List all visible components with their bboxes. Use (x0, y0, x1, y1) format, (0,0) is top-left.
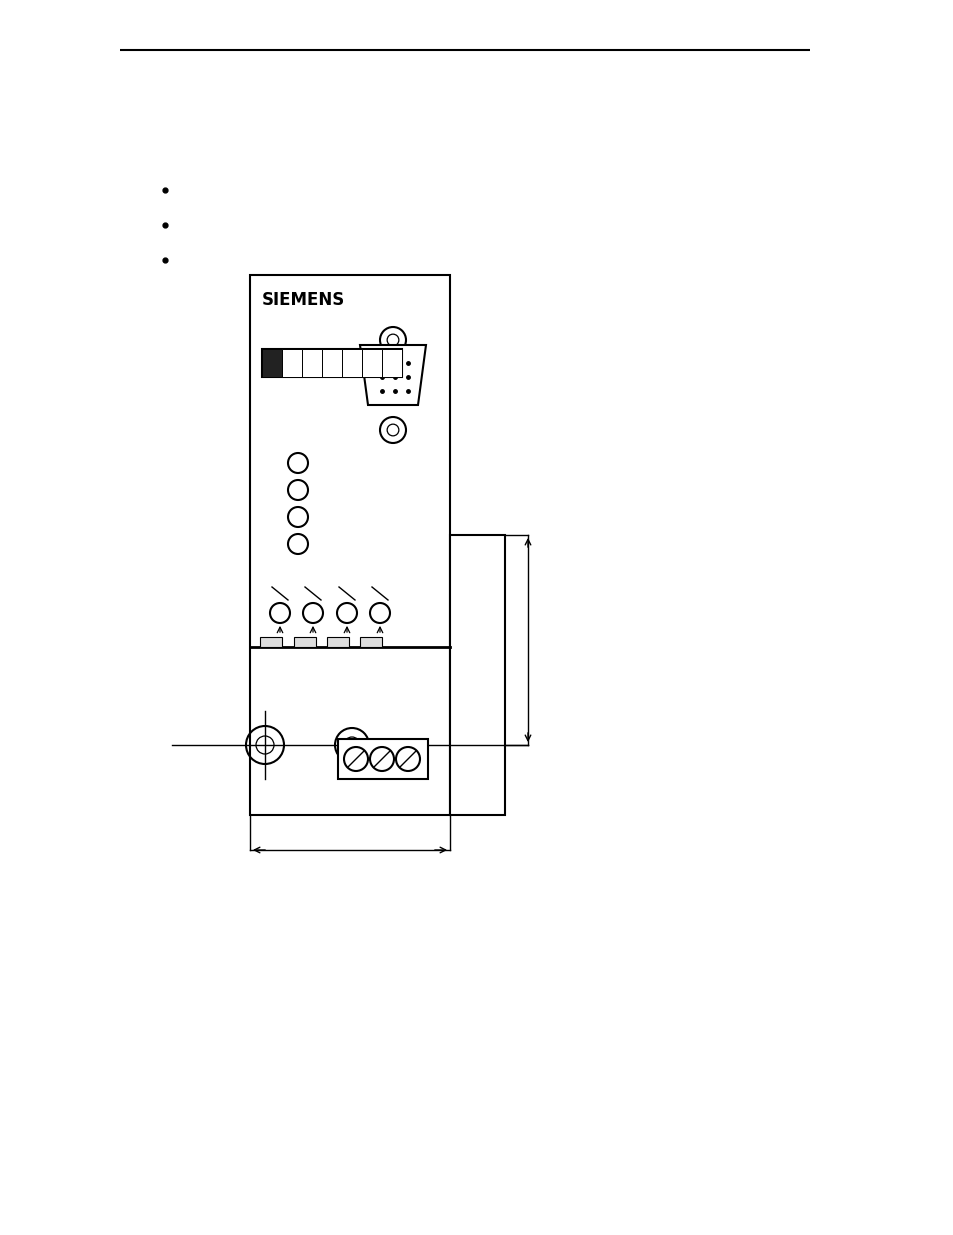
Bar (262, 350, 282, 377)
Bar (341, 350, 361, 377)
Bar (250, 275, 450, 815)
Bar (361, 350, 381, 377)
Bar (450, 535, 504, 815)
Bar (337, 739, 428, 779)
Bar (282, 350, 302, 377)
Bar (359, 637, 381, 647)
Bar (260, 637, 282, 647)
Bar (381, 350, 401, 377)
Bar (327, 637, 349, 647)
Polygon shape (359, 345, 426, 405)
Text: SIEMENS: SIEMENS (262, 291, 345, 309)
Bar (262, 350, 401, 377)
Bar (322, 350, 341, 377)
Bar (294, 637, 315, 647)
Bar (302, 350, 322, 377)
